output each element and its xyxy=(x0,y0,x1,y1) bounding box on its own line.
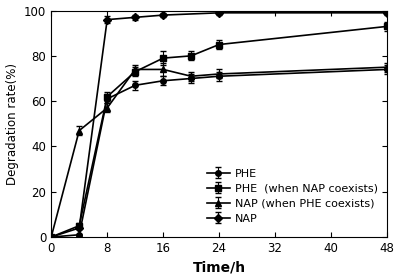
Legend: PHE, PHE  (when NAP coexists), NAP (when PHE coexists), NAP: PHE, PHE (when NAP coexists), NAP (when … xyxy=(204,165,382,227)
X-axis label: Time/h: Time/h xyxy=(192,260,246,274)
Y-axis label: Degradation rate(%): Degradation rate(%) xyxy=(6,63,18,185)
